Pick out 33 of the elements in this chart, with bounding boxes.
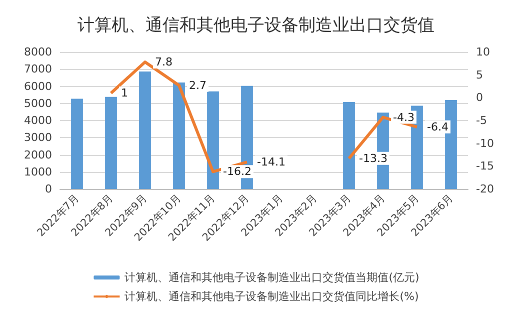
y2-tick-label: -5 [476, 114, 487, 127]
data-label: 2.7 [189, 78, 206, 92]
y-tick-label: 2000 [24, 148, 52, 162]
y2-tick-label: 0 [476, 91, 483, 104]
y2-tick-label: 5 [476, 68, 483, 82]
y-tick-label: 5000 [24, 96, 52, 110]
y-tick-label: 8000 [24, 46, 52, 58]
bar [105, 96, 117, 189]
y2-tick-label: -10 [476, 136, 494, 150]
bar [173, 82, 185, 189]
data-label: -14.1 [257, 156, 286, 169]
y-tick-label: 7000 [24, 62, 52, 76]
y-tick-label: 4000 [24, 114, 52, 127]
y-tick-label: 1000 [24, 165, 52, 178]
data-label: -4.3 [393, 110, 414, 124]
y2-tick-label: 10 [476, 46, 490, 58]
bar [207, 91, 219, 189]
bar [71, 98, 83, 189]
bar [139, 72, 151, 189]
y-tick-label: 0 [45, 182, 52, 196]
y2-tick-label: -15 [476, 160, 494, 173]
data-label: -13.3 [359, 152, 388, 165]
data-label: -6.4 [427, 120, 448, 134]
chart-title: 计算机、通信和其他电子设备制造业出口交货值 [78, 16, 434, 36]
data-label: 1 [121, 86, 128, 100]
data-label: -16.2 [223, 165, 252, 178]
legend-label: 计算机、通信和其他电子设备制造业出口交货值同比增长(%) [124, 290, 419, 303]
legend-label: 计算机、通信和其他电子设备制造业出口交货值当期值(亿元) [124, 271, 420, 284]
data-label: 7.8 [155, 56, 172, 69]
y-tick-label: 3000 [24, 131, 52, 144]
y2-tick-label: -20 [476, 182, 494, 196]
bar [343, 102, 355, 189]
y-tick-label: 6000 [24, 80, 52, 93]
